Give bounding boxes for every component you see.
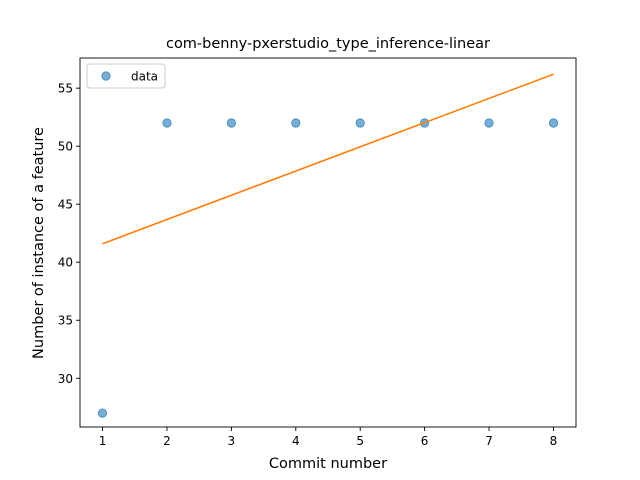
fit-line <box>102 73 554 245</box>
axes-frame <box>79 57 577 428</box>
data-point-4 <box>291 118 301 128</box>
y-tick-label-35: 35 <box>58 314 73 328</box>
legend-box <box>86 63 166 89</box>
legend-label: data <box>131 70 158 84</box>
y-tick-label-45: 45 <box>58 198 73 212</box>
y-tick-label-40: 40 <box>58 256 73 270</box>
y-tick-label-50: 50 <box>58 140 73 154</box>
x-tick-label-4: 4 <box>292 434 300 448</box>
chart-title: com-benny-pxerstudio_type_inference-line… <box>166 36 490 52</box>
x-tick-label-3: 3 <box>228 434 236 448</box>
y-tick-label-55: 55 <box>58 82 73 96</box>
data-point-2 <box>162 118 172 128</box>
data-point-5 <box>355 118 365 128</box>
x-tick-label-2: 2 <box>163 434 171 448</box>
data-point-1 <box>97 408 108 418</box>
x-tick-label-1: 1 <box>99 434 107 448</box>
x-tick-label-6: 6 <box>421 434 429 448</box>
data-point-3 <box>226 118 236 128</box>
data-point-7 <box>484 118 494 128</box>
legend-marker <box>101 71 111 81</box>
data-point-8 <box>548 118 559 128</box>
y-axis-label: Number of instance of a feature <box>31 127 47 359</box>
x-tick-label-5: 5 <box>356 434 364 448</box>
x-tick-label-8: 8 <box>550 434 558 448</box>
x-tick-label-7: 7 <box>485 434 493 448</box>
x-axis-label: Commit number <box>269 456 387 472</box>
y-tick-label-30: 30 <box>58 372 73 386</box>
